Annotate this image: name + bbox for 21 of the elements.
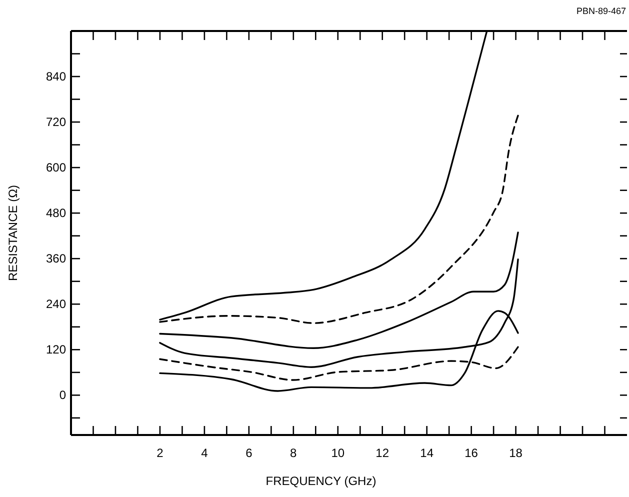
x-axis-title: FREQUENCY (GHz): [266, 474, 376, 488]
y-tick-label: 0: [59, 388, 66, 402]
y-axis-title: RESISTANCE (Ω): [6, 184, 20, 282]
x-tick-label: 4: [201, 446, 208, 460]
y-tick-label: 600: [46, 160, 66, 175]
x-tick-label: 6: [246, 446, 253, 460]
x-tick-label: 18: [509, 446, 523, 460]
x-tick-label: 10: [331, 446, 345, 460]
y-tick-label: 120: [46, 342, 66, 357]
y-tick-label: 360: [46, 252, 66, 266]
y-tick-label: 840: [46, 70, 66, 84]
x-tick-label: 8: [290, 446, 298, 460]
y-tick-label: 480: [46, 206, 66, 220]
x-tick-label: 16: [464, 446, 478, 460]
y-tick-label: 720: [46, 115, 66, 130]
x-tick-label: 12: [376, 446, 390, 460]
x-tick-label: 2: [156, 446, 164, 460]
y-tick-label: 240: [46, 297, 66, 312]
line-series: [159, 232, 519, 349]
x-tick-label: 14: [420, 446, 434, 460]
text: PBN-89-467: [576, 6, 626, 16]
